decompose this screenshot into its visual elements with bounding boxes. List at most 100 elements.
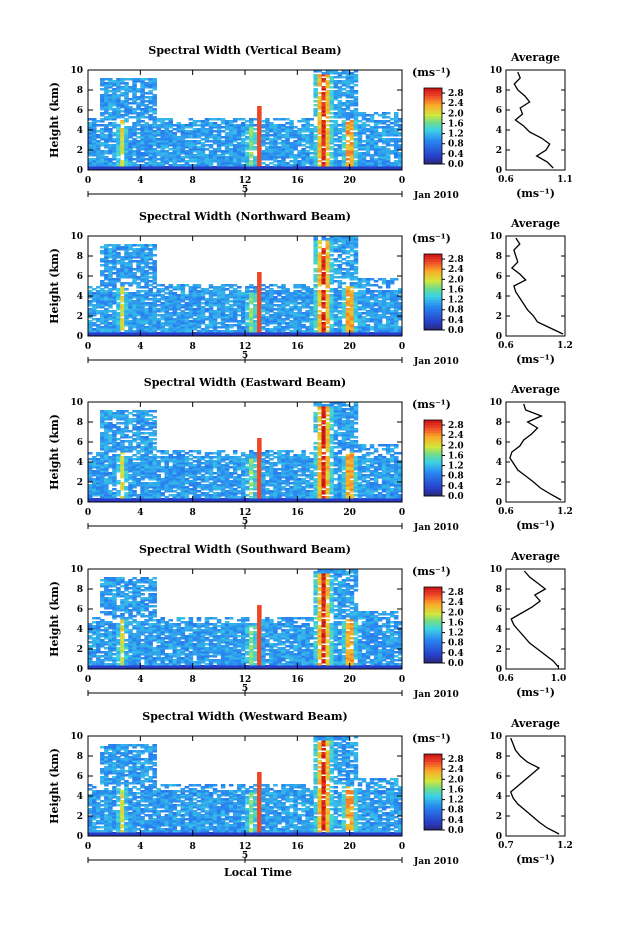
avg-y-tick-label: 6 xyxy=(496,272,502,282)
colorbar-swatch xyxy=(424,657,442,661)
average-frame xyxy=(505,69,566,171)
colorbar-tick-label: 1.6 xyxy=(448,451,464,461)
avg-y-tick-label: 2 xyxy=(496,478,502,488)
day-label: 5 xyxy=(242,851,248,861)
colorbar-swatch xyxy=(424,422,442,426)
avg-x-tick-label: 1.2 xyxy=(557,341,573,351)
colorbar-swatch xyxy=(424,766,442,770)
colorbar-swatch xyxy=(424,632,442,636)
avg-y-tick-label: 2 xyxy=(496,146,502,156)
colorbar-tick-label: 0.0 xyxy=(448,492,464,502)
colorbar-swatch xyxy=(424,650,442,654)
y-tick-label: 8 xyxy=(77,418,83,428)
y-axis-title: Height (km) xyxy=(48,82,61,158)
x-tick-label: 20 xyxy=(343,508,356,518)
colorbar-swatch xyxy=(424,480,442,484)
colorbar-tick-label: 2.4 xyxy=(448,598,464,608)
colorbar-frame xyxy=(423,586,443,664)
x-tick-label: 16 xyxy=(291,842,304,852)
colorbar-swatch xyxy=(424,294,442,298)
y-tick-label: 2 xyxy=(77,146,83,156)
colorbar-swatch xyxy=(424,619,442,623)
y-tick-label: 8 xyxy=(77,585,83,595)
avg-y-tick-label: 0 xyxy=(496,832,502,842)
average-title: Average xyxy=(510,383,560,396)
y-axis-title: Height (km) xyxy=(48,581,61,657)
colorbar-tick-label: 2.0 xyxy=(448,275,464,285)
colorbar-swatch xyxy=(424,756,442,760)
colorbar-tick-label: 2.8 xyxy=(448,255,464,265)
avg-y-tick-label: 10 xyxy=(489,232,502,242)
avg-y-tick-label: 8 xyxy=(496,252,502,262)
colorbar-swatch xyxy=(424,128,442,132)
colorbar-tick-label: 1.6 xyxy=(448,785,464,795)
colorbar-tick-label: 2.4 xyxy=(448,765,464,775)
y-tick-label: 8 xyxy=(77,752,83,762)
x-tick-label: 0 xyxy=(85,342,91,352)
x-tick-label: 4 xyxy=(137,675,143,685)
avg-y-tick-label: 8 xyxy=(496,418,502,428)
avg-y-tick-label: 6 xyxy=(496,605,502,615)
colorbar-tick-label: 2.4 xyxy=(448,99,464,109)
panel-4: Spectral Width (Southward Beam) 0 2 4 6 8 10 He… xyxy=(48,543,566,700)
colorbar-swatch xyxy=(424,609,442,613)
average-title: Average xyxy=(510,51,560,64)
y-tick-label: 2 xyxy=(77,645,83,655)
y-tick-label: 2 xyxy=(77,312,83,322)
colorbar-tick-label: 2.0 xyxy=(448,608,464,618)
average-title: Average xyxy=(510,217,560,230)
colorbar-swatch xyxy=(424,776,442,780)
x-tick-label: 8 xyxy=(190,675,196,685)
avg-y-tick-label: 2 xyxy=(496,812,502,822)
colorbar-swatch xyxy=(424,455,442,459)
colorbar-swatch xyxy=(424,789,442,793)
colorbar-swatch xyxy=(424,108,442,112)
y-tick-label: 10 xyxy=(70,398,83,408)
colorbar-swatch xyxy=(424,807,442,811)
avg-y-tick-label: 10 xyxy=(489,732,502,742)
colorbar-swatch xyxy=(424,460,442,464)
colorbar-swatch xyxy=(424,312,442,316)
panel-title: Spectral Width (Eastward Beam) xyxy=(144,376,346,389)
colorbar-swatch xyxy=(424,284,442,288)
colorbar-swatch xyxy=(424,617,442,621)
x-tick-label: 16 xyxy=(291,176,304,186)
colorbar-swatch xyxy=(424,468,442,472)
colorbar-swatch xyxy=(424,254,442,257)
heatmap-field xyxy=(88,402,403,503)
colorbar-swatch xyxy=(424,478,442,482)
colorbar-swatch xyxy=(424,814,442,818)
colorbar-swatch xyxy=(424,100,442,104)
x-tick-label: 12 xyxy=(239,508,252,518)
colorbar-tick-label: 1.2 xyxy=(448,296,464,306)
day-label: 5 xyxy=(242,185,248,195)
avg-x-axis-title: (ms⁻¹) xyxy=(516,853,555,866)
x-tick-label: 20 xyxy=(343,342,356,352)
x-tick-label: 16 xyxy=(291,675,304,685)
avg-x-tick-label: 0.6 xyxy=(498,341,514,351)
y-tick-label: 6 xyxy=(77,272,83,282)
avg-y-tick-label: 8 xyxy=(496,86,502,96)
colorbar-swatch xyxy=(424,103,442,107)
colorbar-frame xyxy=(423,753,443,831)
colorbar-swatch xyxy=(424,136,442,140)
colorbar-swatch xyxy=(424,764,442,768)
colorbar-swatch xyxy=(424,827,442,831)
colorbar-swatch xyxy=(424,599,442,603)
avg-y-tick-label: 8 xyxy=(496,585,502,595)
colorbar-swatch xyxy=(424,158,442,162)
avg-y-tick-label: 0 xyxy=(496,665,502,675)
x-tick-label: 0 xyxy=(85,508,91,518)
colorbar-tick-label: 2.0 xyxy=(448,109,464,119)
colorbar-tick-label: 1.2 xyxy=(448,130,464,140)
colorbar-swatch xyxy=(424,141,442,145)
colorbar-unit: (ms⁻¹) xyxy=(412,732,451,745)
x-tick-label: 0 xyxy=(399,842,405,852)
avg-x-tick-label: 1.2 xyxy=(557,507,573,517)
colorbar-swatch xyxy=(424,645,442,649)
colorbar-swatch xyxy=(424,432,442,436)
colorbar-swatch xyxy=(424,279,442,283)
x-tick-label: 20 xyxy=(343,842,356,852)
y-axis-title: Height (km) xyxy=(48,414,61,490)
colorbar-tick-label: 1.6 xyxy=(448,119,464,129)
